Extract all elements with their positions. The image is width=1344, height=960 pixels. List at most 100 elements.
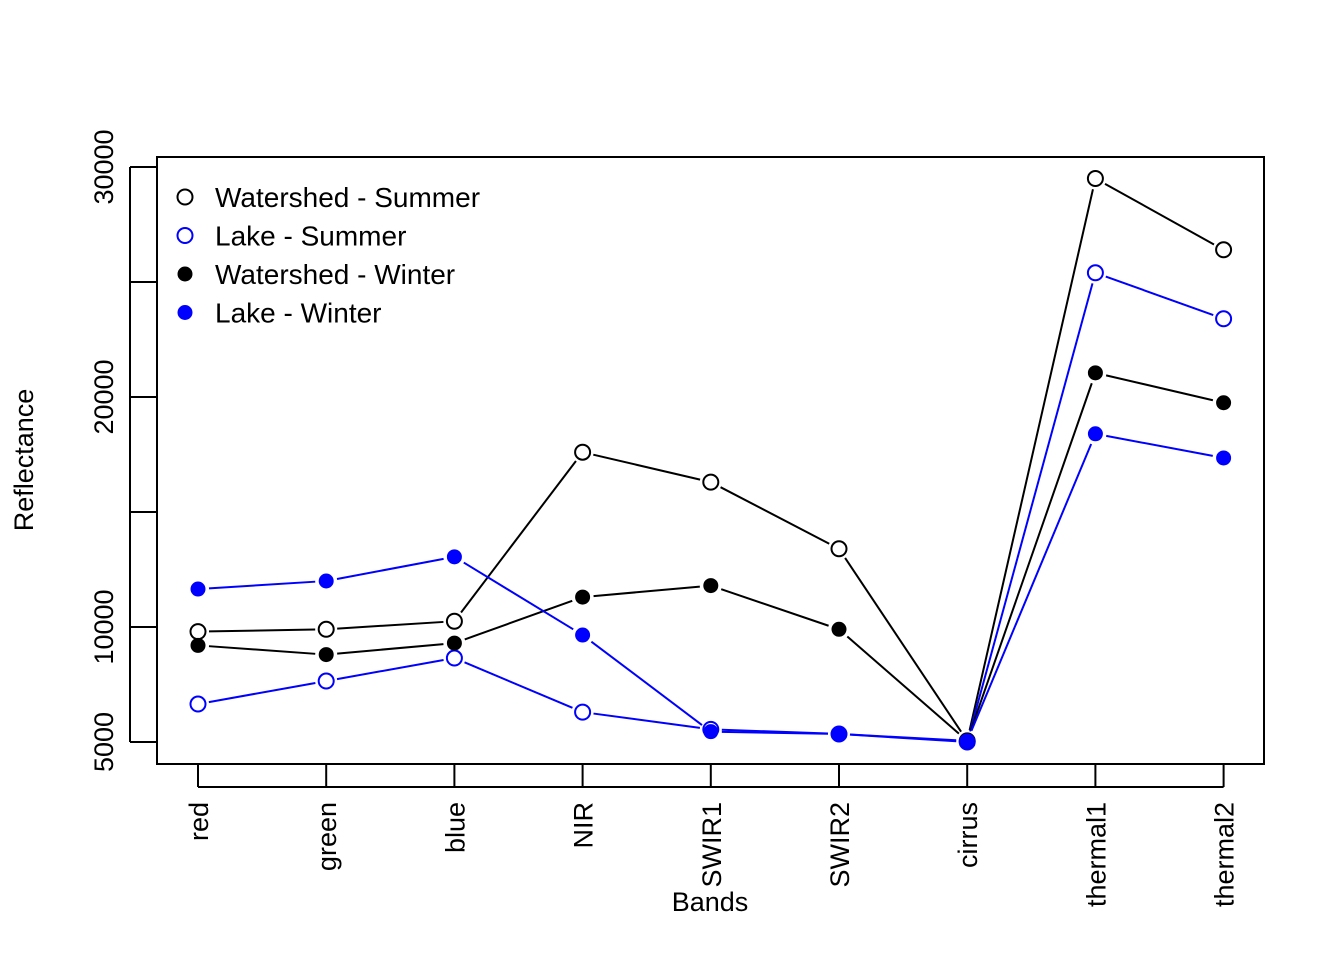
series-watershed-summer-points <box>189 170 1233 750</box>
line-segment <box>844 557 962 733</box>
point-watershed-winter-nir <box>575 589 591 605</box>
line-segment <box>970 443 1093 732</box>
point-lake-winter-thermal1 <box>1087 426 1103 442</box>
line-segment <box>720 588 829 627</box>
point-lake-winter-cirrus <box>959 733 975 749</box>
line-segment <box>969 283 1094 732</box>
point-lake-summer-thermal1 <box>1086 264 1104 282</box>
line-segment <box>337 643 444 655</box>
line-segment <box>721 730 829 735</box>
y-tick-label: 20000 <box>89 359 119 434</box>
point-watershed-winter-thermal2 <box>1216 395 1232 411</box>
x-tick-label-thermal1: thermal1 <box>1081 802 1111 907</box>
legend-item-watershed-summer: Watershed - Summer <box>176 182 480 213</box>
line-segment <box>590 640 703 726</box>
point-watershed-summer-blue <box>445 612 463 630</box>
legend-label: Watershed - Winter <box>215 259 455 290</box>
x-tick-label-cirrus: cirrus <box>953 802 983 868</box>
y-axis: 5000 10000 20000 30000 <box>89 129 157 772</box>
legend-marker <box>177 266 193 282</box>
line-segment <box>208 645 316 655</box>
point-lake-winter-nir <box>575 627 591 643</box>
line-segment <box>593 453 701 481</box>
point-watershed-winter-swir2 <box>831 621 847 637</box>
legend-item-watershed-winter: Watershed - Winter <box>177 259 455 290</box>
line-segment <box>464 599 573 641</box>
legend-label: Watershed - Summer <box>215 182 480 213</box>
point-watershed-summer-thermal1 <box>1086 170 1104 187</box>
point-watershed-winter-green <box>318 647 334 663</box>
legend-item-lake-winter: Lake - Winter <box>177 298 382 329</box>
x-tick-label-blue: blue <box>440 802 470 853</box>
series-lake-winter-points <box>190 426 1232 749</box>
point-watershed-summer-swir2 <box>830 540 848 558</box>
line-segment <box>460 460 577 614</box>
line-segment <box>720 486 830 545</box>
point-watershed-winter-red <box>190 637 206 653</box>
series-watershed-winter-points <box>190 365 1232 749</box>
point-lake-winter-green <box>318 573 334 589</box>
line-segment <box>208 628 316 633</box>
y-tick-label: 30000 <box>89 129 119 204</box>
y-tick-label: 10000 <box>89 589 119 664</box>
legend-marker <box>177 305 193 320</box>
point-watershed-summer-swir1 <box>702 473 720 491</box>
line-segment <box>1106 434 1213 457</box>
x-axis-title: Bands <box>672 887 749 917</box>
point-watershed-summer-thermal2 <box>1215 241 1233 259</box>
line-segment <box>593 585 700 598</box>
line-segment <box>1104 182 1215 246</box>
legend-marker <box>176 188 194 206</box>
point-watershed-winter-thermal1 <box>1087 365 1103 381</box>
line-segment <box>968 189 1094 731</box>
point-lake-winter-blue <box>446 549 462 565</box>
x-tick-label-red: red <box>184 802 214 841</box>
line-segment <box>208 682 316 704</box>
series-lines <box>208 182 1215 743</box>
legend-item-lake-summer: Lake - Summer <box>176 221 406 252</box>
x-axis: red green blue NIR SWIR1 SWIR2 cirrus thermal1 t… <box>184 764 1240 907</box>
line-segment <box>846 635 960 735</box>
line-segment <box>336 659 444 681</box>
line-segment <box>464 661 573 709</box>
point-watershed-summer-green <box>317 620 335 638</box>
point-lake-summer-red <box>189 695 207 713</box>
line-segment <box>208 580 316 590</box>
line-segment <box>849 733 957 742</box>
x-tick-label-nir: NIR <box>569 802 599 849</box>
x-tick-label-swir2: SWIR2 <box>825 802 855 888</box>
series-points <box>189 170 1233 751</box>
x-tick-label-thermal2: thermal2 <box>1210 802 1240 907</box>
line-segment <box>337 620 444 630</box>
point-watershed-winter-swir1 <box>703 578 719 594</box>
x-tick-label-green: green <box>312 802 342 871</box>
point-lake-winter-swir2 <box>831 726 847 742</box>
y-tick-label: 5000 <box>89 712 119 772</box>
series-lake-winter-line <box>208 434 1213 742</box>
series-watershed-summer-line <box>208 182 1215 733</box>
point-lake-winter-swir1 <box>703 724 719 740</box>
line-segment <box>1105 275 1214 317</box>
legend: Watershed - Summer Lake - Summer Watershed… <box>176 182 480 329</box>
line-segment <box>463 561 574 631</box>
legend-label: Lake - Summer <box>215 221 406 252</box>
line-segment <box>336 557 444 580</box>
x-tick-label-swir1: SWIR1 <box>697 802 727 888</box>
line-segment <box>593 712 701 729</box>
point-lake-winter-thermal2 <box>1216 450 1232 466</box>
point-lake-summer-nir <box>574 703 592 721</box>
legend-label: Lake - Winter <box>215 298 382 329</box>
series-lake-summer-line <box>208 275 1214 743</box>
point-watershed-winter-blue <box>446 635 462 651</box>
point-watershed-summer-red <box>189 623 207 641</box>
y-axis-title: Reflectance <box>9 389 39 532</box>
line-segment <box>1105 374 1214 402</box>
line-segment <box>969 382 1093 731</box>
point-lake-summer-blue <box>445 649 463 667</box>
point-lake-summer-green <box>317 672 335 690</box>
point-watershed-summer-nir <box>574 443 592 461</box>
point-lake-summer-thermal2 <box>1215 310 1233 328</box>
legend-marker <box>176 227 194 244</box>
point-lake-winter-red <box>190 581 206 597</box>
